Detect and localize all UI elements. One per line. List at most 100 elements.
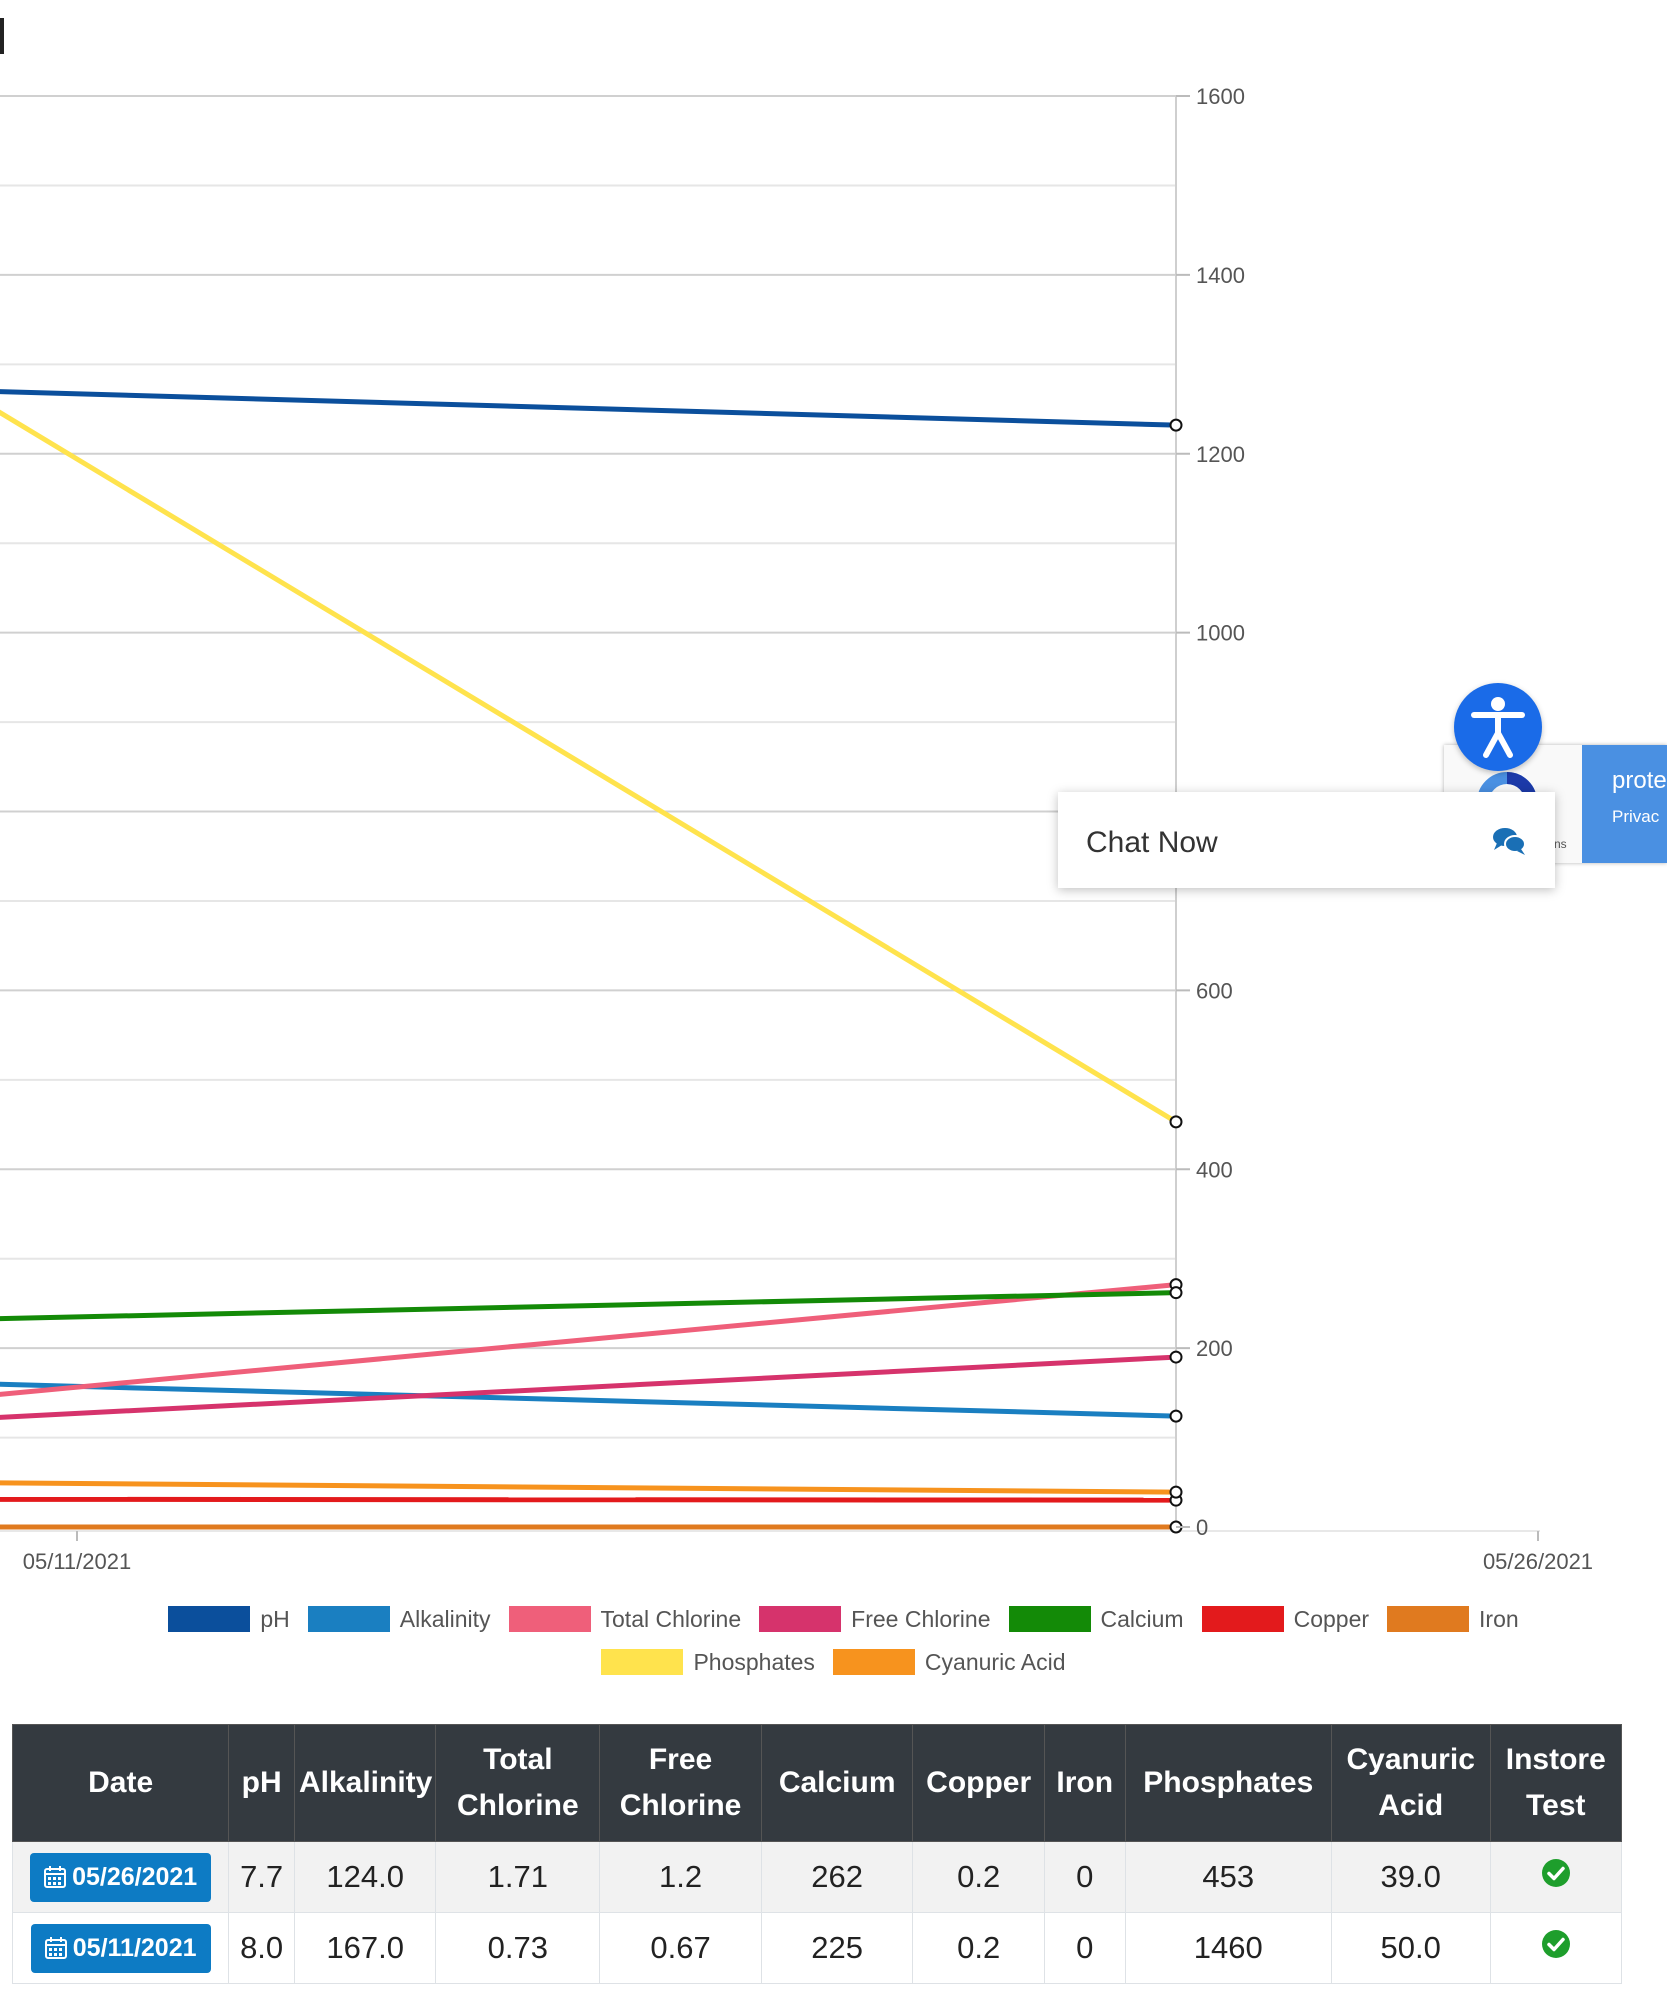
legend-swatch [1387, 1606, 1470, 1632]
series-line-cyanuric-acid [0, 1480, 1177, 1495]
chart-grid [0, 95, 1540, 1532]
cell-free-chlorine: 1.2 [599, 1841, 762, 1913]
legend-item-alkalinity[interactable]: Alkalinity [307, 1605, 491, 1633]
legend-label: Iron [1479, 1605, 1519, 1632]
cell-phosphates: 1460 [1124, 1912, 1332, 1984]
data-point-free-chlorine[interactable] [1169, 1350, 1183, 1364]
date-cell: 05/26/2021 [11, 1841, 230, 1913]
series-line-copper [0, 1496, 1177, 1503]
check-circle-icon [1541, 1930, 1570, 1958]
legend-label: Copper [1293, 1605, 1370, 1632]
recaptcha-small-text: ns [1554, 837, 1567, 851]
legend-label: Phosphates [693, 1648, 815, 1675]
column-header-copper: Copper [912, 1724, 1045, 1842]
accessibility-button[interactable] [1454, 683, 1542, 771]
cell-calcium: 225 [760, 1912, 914, 1984]
data-point-calcium[interactable] [1169, 1286, 1183, 1300]
cell-total-chlorine: 0.73 [435, 1912, 601, 1984]
legend-swatch [1008, 1606, 1091, 1632]
date-label: 05/26/2021 [72, 1862, 198, 1891]
chart-series [0, 389, 1183, 1534]
y-tick-label: 0 [1196, 1515, 1208, 1540]
calendar-icon [44, 1937, 67, 1959]
cell-calcium: 262 [760, 1841, 914, 1913]
cell-cyanuric-acid: 39.0 [1330, 1841, 1491, 1913]
legend-swatch [508, 1606, 591, 1632]
x-tick-label: 05/26/2021 [1483, 1549, 1593, 1574]
legend-label: Free Chlorine [851, 1605, 991, 1632]
column-header-calcium: Calcium [760, 1724, 914, 1842]
cell-instore-test [1489, 1912, 1623, 1984]
recaptcha-blue-panel [1582, 745, 1667, 863]
cell-alkalinity: 167.0 [293, 1912, 437, 1984]
legend-item-cyanuric-acid[interactable]: Cyanuric Acid [832, 1648, 1066, 1676]
legend-item-copper[interactable]: Copper [1201, 1605, 1370, 1633]
table-row: 05/26/2021 7.7 124.0 1.71 1.2 262 0.2 0 453 39.0 [11, 1841, 1623, 1913]
recaptcha-protected-text: prote [1612, 767, 1667, 794]
legend-item-ph[interactable]: pH [168, 1605, 290, 1633]
legend-swatch [832, 1649, 915, 1675]
legend-swatch [168, 1606, 251, 1632]
legend-label: Alkalinity [399, 1605, 491, 1632]
cell-phosphates: 453 [1124, 1841, 1332, 1913]
y-axis-ticks: 0 200 400 600 1000 1200 1400 1600 [1176, 84, 1245, 1540]
recaptcha-privacy-link[interactable]: Privac [1612, 807, 1660, 826]
data-point-cyanuric-acid[interactable] [1169, 1485, 1183, 1499]
calendar-icon [44, 1866, 67, 1888]
legend-item-free-chlorine[interactable]: Free Chlorine [759, 1605, 991, 1633]
legend-swatch [601, 1649, 684, 1675]
accessibility-person-icon [1471, 697, 1525, 758]
data-point-ph[interactable] [1169, 418, 1183, 432]
y-tick-label: 1000 [1196, 621, 1245, 646]
date-label: 05/11/2021 [72, 1933, 197, 1962]
data-point-alkalinity[interactable] [1169, 1409, 1183, 1423]
chat-now-widget[interactable]: Chat Now [1058, 792, 1555, 888]
series-line-free-chlorine [0, 1354, 1177, 1420]
series-line-calcium [0, 1290, 1177, 1322]
cell-free-chlorine: 0.67 [599, 1912, 762, 1984]
column-header-free-chlorine: Free Chlorine [599, 1724, 762, 1842]
cell-instore-test [1489, 1841, 1623, 1913]
date-button[interactable]: 05/26/2021 [30, 1852, 212, 1902]
series-line-ph [0, 389, 1177, 428]
table-row: 05/11/2021 8.0 167.0 0.73 0.67 225 0.2 0 1460 50.… [11, 1912, 1623, 1984]
x-axis-ticks: 05/11/2021 05/26/2021 [23, 1531, 1593, 1574]
date-button[interactable]: 05/11/2021 [30, 1923, 211, 1973]
cell-cyanuric-acid: 50.0 [1330, 1912, 1491, 1984]
legend-label: pH [260, 1605, 290, 1632]
column-header-alkalinity: Alkalinity [293, 1724, 437, 1842]
y-tick-label: 600 [1196, 978, 1233, 1003]
legend-item-total-chlorine[interactable]: Total Chlorine [508, 1605, 742, 1633]
cell-iron: 0 [1043, 1912, 1126, 1984]
legend-item-iron[interactable]: Iron [1387, 1606, 1519, 1633]
legend-label: Calcium [1100, 1605, 1184, 1632]
legend-item-calcium[interactable]: Calcium [1008, 1605, 1184, 1633]
cell-total-chlorine: 1.71 [435, 1841, 601, 1913]
series-line-alkalinity [0, 1381, 1177, 1419]
y-tick-label: 400 [1196, 1157, 1233, 1182]
column-header-date: Date [11, 1724, 230, 1842]
legend-swatch [1201, 1606, 1284, 1632]
table-header-row: Date pH Alkalinity Total Chlorine Free Chlorin… [11, 1724, 1623, 1842]
data-point-phosphates[interactable] [1169, 1115, 1183, 1129]
cell-alkalinity: 124.0 [293, 1841, 437, 1913]
column-header-ph: pH [228, 1724, 295, 1842]
y-tick-label: 1600 [1196, 84, 1245, 109]
cell-iron: 0 [1043, 1841, 1126, 1913]
chart-legend: pH Alkalinity Total Chlorine Free Chlorine C… [0, 1600, 1667, 1686]
column-header-iron: Iron [1043, 1724, 1126, 1842]
series-line-phosphates [0, 409, 1178, 1124]
legend-label: Cyanuric Acid [924, 1648, 1066, 1675]
cell-ph: 7.7 [228, 1841, 295, 1913]
chat-now-label: Chat Now [1086, 826, 1218, 859]
check-circle-icon [1541, 1859, 1570, 1887]
y-tick-label: 1400 [1196, 263, 1245, 288]
legend-item-phosphates[interactable]: Phosphates [601, 1648, 815, 1676]
cell-ph: 8.0 [228, 1912, 295, 1984]
legend-label: Total Chlorine [600, 1605, 742, 1632]
column-header-total-chlorine: Total Chlorine [435, 1724, 601, 1842]
chat-bubbles-icon [1493, 828, 1526, 855]
cell-copper: 0.2 [912, 1912, 1045, 1984]
legend-swatch [307, 1606, 390, 1632]
